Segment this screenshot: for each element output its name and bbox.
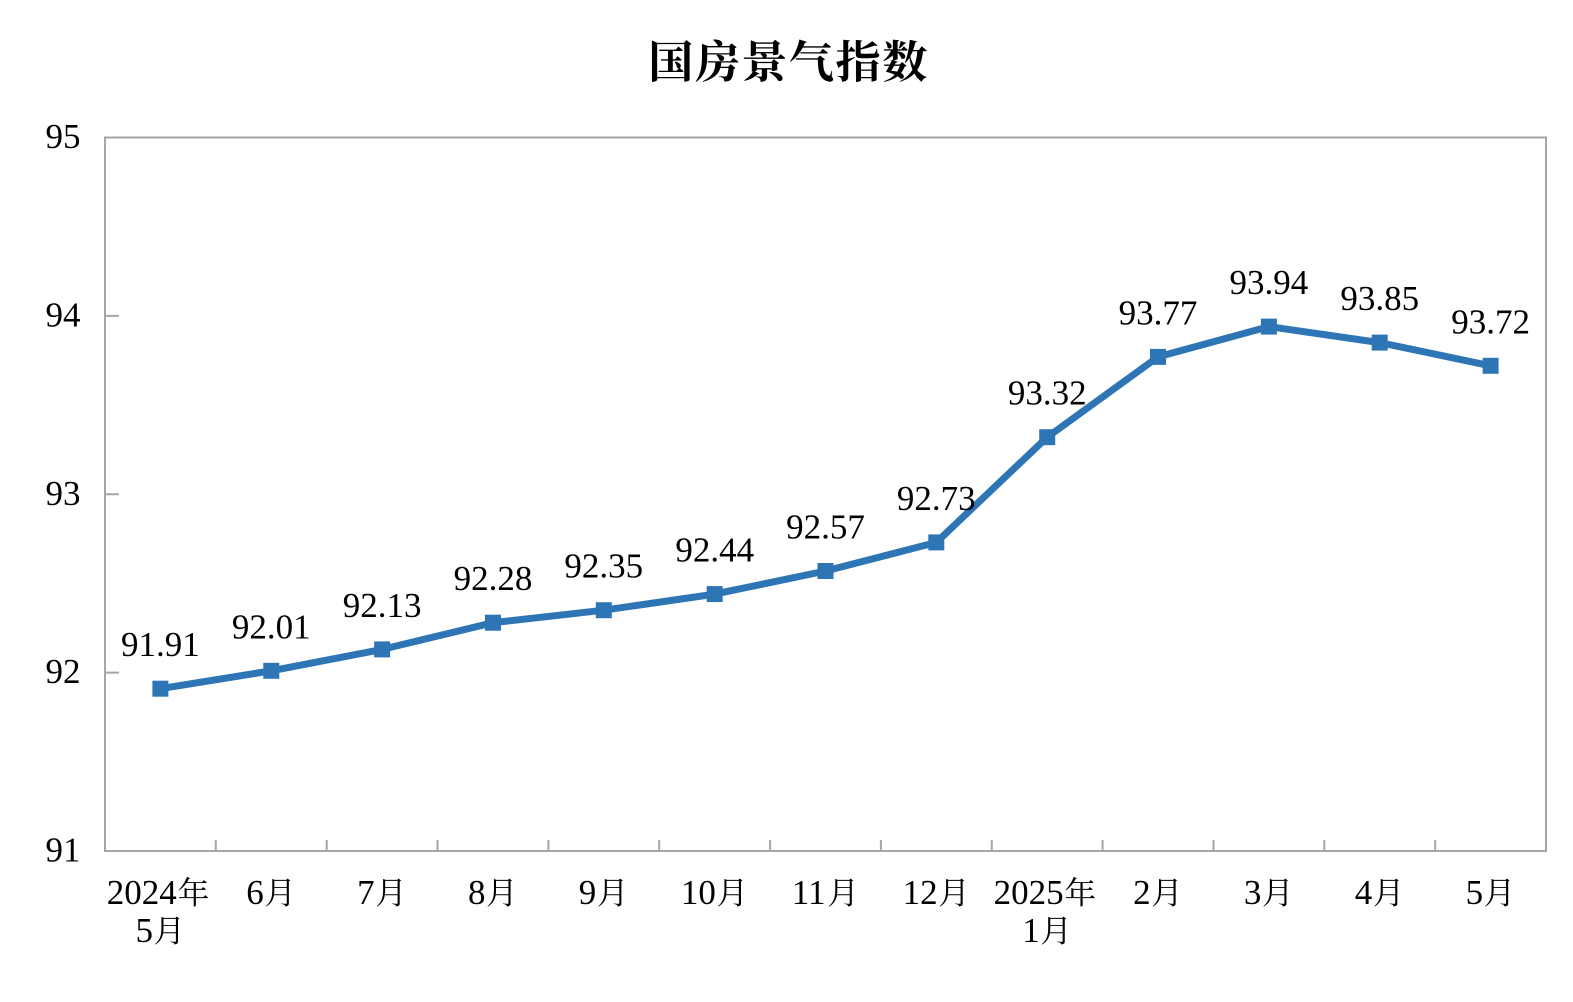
svg-text:7: 7 — [357, 873, 375, 912]
svg-text:92.44: 92.44 — [675, 531, 754, 570]
svg-text:92.01: 92.01 — [232, 607, 311, 646]
svg-text:2: 2 — [1133, 873, 1151, 912]
svg-text:93.77: 93.77 — [1119, 293, 1198, 332]
svg-text:91.91: 91.91 — [121, 625, 200, 664]
svg-text:95: 95 — [46, 117, 81, 156]
svg-text:92.73: 92.73 — [897, 479, 976, 518]
svg-text:93.72: 93.72 — [1451, 302, 1530, 341]
svg-text:3: 3 — [1244, 873, 1262, 912]
svg-text:93.85: 93.85 — [1340, 279, 1419, 318]
svg-text:2024: 2024 — [107, 873, 177, 912]
svg-text:5: 5 — [136, 911, 154, 950]
svg-text:4: 4 — [1355, 873, 1373, 912]
svg-text:6: 6 — [246, 873, 263, 912]
svg-text:9: 9 — [579, 873, 597, 912]
svg-text:91: 91 — [46, 831, 81, 870]
svg-text:1: 1 — [1022, 911, 1039, 950]
svg-text:10: 10 — [681, 873, 716, 912]
svg-text:93.32: 93.32 — [1008, 374, 1087, 413]
svg-text:12: 12 — [903, 873, 938, 912]
svg-text:92.13: 92.13 — [343, 586, 422, 625]
svg-text:93.94: 93.94 — [1230, 263, 1309, 302]
svg-text:94: 94 — [46, 295, 81, 334]
svg-text:2025: 2025 — [994, 873, 1064, 912]
svg-text:11: 11 — [792, 873, 826, 912]
svg-text:93: 93 — [46, 474, 81, 513]
svg-text:8: 8 — [468, 873, 486, 912]
svg-text:5: 5 — [1466, 873, 1484, 912]
svg-text:92: 92 — [46, 652, 81, 691]
svg-text:92.57: 92.57 — [786, 508, 865, 547]
svg-text:92.35: 92.35 — [564, 547, 643, 586]
svg-text:92.28: 92.28 — [454, 559, 533, 598]
